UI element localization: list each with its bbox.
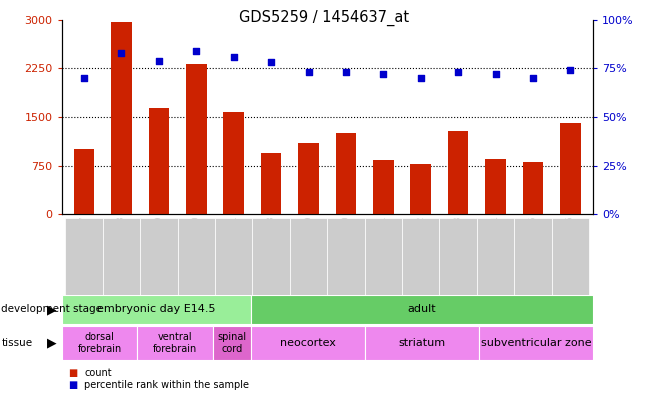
Bar xyxy=(365,218,402,295)
Text: percentile rank within the sample: percentile rank within the sample xyxy=(84,380,249,390)
Bar xyxy=(290,218,327,295)
Point xyxy=(415,75,426,81)
Bar xyxy=(327,218,365,295)
Bar xyxy=(140,218,178,295)
Text: count: count xyxy=(84,368,112,378)
Point xyxy=(229,53,239,60)
Bar xyxy=(261,152,281,214)
Bar xyxy=(178,218,215,295)
Text: ▶: ▶ xyxy=(47,336,56,349)
Text: ▶: ▶ xyxy=(47,303,56,316)
Point xyxy=(453,69,463,75)
Bar xyxy=(523,162,543,214)
Bar xyxy=(448,131,469,214)
Bar xyxy=(477,218,515,295)
Bar xyxy=(485,159,506,214)
Point xyxy=(266,59,276,66)
Text: subventricular zone: subventricular zone xyxy=(481,338,592,348)
Bar xyxy=(111,22,132,214)
Text: ■: ■ xyxy=(68,368,77,378)
Bar xyxy=(186,64,207,214)
Bar xyxy=(215,218,253,295)
Point xyxy=(378,71,389,77)
Text: development stage: development stage xyxy=(1,305,102,314)
Point xyxy=(565,67,575,73)
Point xyxy=(528,75,538,81)
Bar xyxy=(251,326,365,360)
Bar xyxy=(479,326,593,360)
Text: GDS5259 / 1454637_at: GDS5259 / 1454637_at xyxy=(239,10,409,26)
Bar xyxy=(224,112,244,214)
Text: striatum: striatum xyxy=(399,338,446,348)
Bar xyxy=(560,123,581,214)
Point xyxy=(341,69,351,75)
Bar xyxy=(253,218,290,295)
Bar xyxy=(402,218,439,295)
Point xyxy=(154,57,164,64)
Point xyxy=(491,71,501,77)
Bar xyxy=(62,326,137,360)
Bar xyxy=(148,108,169,214)
Bar xyxy=(213,326,251,360)
Bar xyxy=(373,160,394,214)
Bar xyxy=(298,143,319,214)
Text: spinal
cord: spinal cord xyxy=(218,332,247,354)
Bar xyxy=(515,218,551,295)
Bar xyxy=(410,163,431,214)
Bar xyxy=(336,133,356,214)
Bar xyxy=(65,218,103,295)
Bar xyxy=(103,218,140,295)
Point xyxy=(79,75,89,81)
Bar xyxy=(74,149,95,214)
Point xyxy=(116,50,126,56)
Text: adult: adult xyxy=(408,305,437,314)
Bar xyxy=(62,295,251,324)
Text: tissue: tissue xyxy=(1,338,32,348)
Bar xyxy=(551,218,589,295)
Text: embryonic day E14.5: embryonic day E14.5 xyxy=(97,305,216,314)
Text: dorsal
forebrain: dorsal forebrain xyxy=(77,332,122,354)
Bar xyxy=(439,218,477,295)
Text: ■: ■ xyxy=(68,380,77,390)
Text: ventral
forebrain: ventral forebrain xyxy=(154,332,198,354)
Bar xyxy=(251,295,593,324)
Point xyxy=(303,69,314,75)
Bar xyxy=(137,326,213,360)
Bar xyxy=(365,326,479,360)
Text: neocortex: neocortex xyxy=(281,338,336,348)
Point xyxy=(191,48,202,54)
